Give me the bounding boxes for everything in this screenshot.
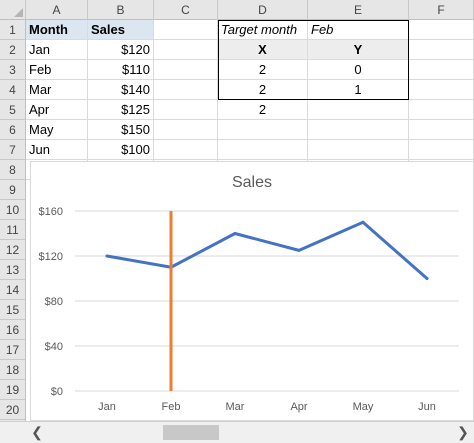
- x-tick-label: Feb: [162, 401, 181, 413]
- select-all-corner[interactable]: [0, 0, 26, 20]
- cell-c7[interactable]: [154, 140, 218, 160]
- row-header-18[interactable]: 18: [0, 360, 26, 380]
- row-header-7[interactable]: 7: [0, 140, 26, 160]
- cell-a2[interactable]: Jan: [26, 40, 88, 60]
- row-header-14[interactable]: 14: [0, 280, 26, 300]
- cell-c2[interactable]: [154, 40, 218, 60]
- cell-b4[interactable]: $140: [88, 80, 154, 100]
- cell-e1[interactable]: Feb: [308, 20, 409, 40]
- cell-c3[interactable]: [154, 60, 218, 80]
- cell-f2[interactable]: [409, 40, 474, 60]
- cell-d3[interactable]: 2: [218, 60, 308, 80]
- cell-d5[interactable]: 2: [218, 100, 308, 120]
- chevron-right-icon[interactable]: ❯: [457, 424, 469, 440]
- y-tick-label: $40: [45, 341, 63, 353]
- sales-series-line: [105, 220, 429, 280]
- chevron-left-icon[interactable]: ❮: [31, 424, 43, 440]
- column-header-e[interactable]: E: [308, 0, 409, 20]
- cell-c5[interactable]: [154, 100, 218, 120]
- column-header-d[interactable]: D: [218, 0, 308, 20]
- scrollbar-thumb[interactable]: [163, 425, 219, 440]
- cell-a3[interactable]: Feb: [26, 60, 88, 80]
- row-header-9[interactable]: 9: [0, 180, 26, 200]
- y-tick-label: $160: [39, 206, 63, 218]
- row-header-17[interactable]: 17: [0, 340, 26, 360]
- row-header-20[interactable]: 20: [0, 400, 26, 420]
- chart-title: Sales: [231, 174, 273, 191]
- cell-f4[interactable]: [409, 80, 474, 100]
- data-point: [233, 232, 237, 235]
- row-header-13[interactable]: 13: [0, 260, 26, 280]
- cell-d7[interactable]: [218, 140, 308, 160]
- cell-e2[interactable]: Y: [308, 40, 409, 60]
- cell-a5[interactable]: Apr: [26, 100, 88, 120]
- row-header-2[interactable]: 2: [0, 40, 26, 60]
- cell-d6[interactable]: [218, 120, 308, 140]
- cell-d1[interactable]: Target month: [218, 20, 308, 40]
- cell-a6[interactable]: May: [26, 120, 88, 140]
- cell-e4[interactable]: 1: [308, 80, 409, 100]
- y-tick-label: $80: [45, 296, 63, 308]
- row-header-8[interactable]: 8: [0, 160, 26, 180]
- row-header-19[interactable]: 19: [0, 380, 26, 400]
- cell-b3[interactable]: $110: [88, 60, 154, 80]
- cell-e5[interactable]: [308, 100, 409, 120]
- row-header-1[interactable]: 1: [0, 20, 26, 40]
- data-point: [425, 277, 429, 280]
- column-header-f[interactable]: F: [409, 0, 474, 20]
- row-header-6[interactable]: 6: [0, 120, 26, 140]
- cell-b7[interactable]: $100: [88, 140, 154, 160]
- x-tick-label: Mar: [226, 401, 245, 413]
- cell-b1[interactable]: Sales: [88, 20, 154, 40]
- column-header-b[interactable]: B: [88, 0, 154, 20]
- x-tick-label: Apr: [290, 401, 307, 413]
- cell-f7[interactable]: [409, 140, 474, 160]
- cell-e6[interactable]: [308, 120, 409, 140]
- cell-b2[interactable]: $120: [88, 40, 154, 60]
- row-header-3[interactable]: 3: [0, 60, 26, 80]
- cell-a4[interactable]: Mar: [26, 80, 88, 100]
- y-tick-label: $0: [51, 386, 63, 398]
- row-header-15[interactable]: 15: [0, 300, 26, 320]
- x-tick-label: Jun: [418, 401, 436, 413]
- data-point: [361, 220, 365, 224]
- cell-a1[interactable]: Month: [26, 20, 88, 40]
- data-point: [105, 254, 109, 258]
- row-header-10[interactable]: 10: [0, 200, 26, 220]
- cell-f3[interactable]: [409, 60, 474, 80]
- row-header-4[interactable]: 4: [0, 80, 26, 100]
- column-header-c[interactable]: C: [154, 0, 218, 20]
- row-header-5[interactable]: 5: [0, 100, 26, 120]
- cell-d2[interactable]: X: [218, 40, 308, 60]
- chart-plot: $0 $40 $80 $120 $160 Jan Feb Mar Apr May Jun: [39, 206, 459, 413]
- cell-c6[interactable]: [154, 120, 218, 140]
- sales-chart[interactable]: Sales $0 $40 $80 $120 $160 Jan Feb Mar Apr May Jun: [30, 161, 474, 421]
- data-point: [297, 248, 301, 252]
- cell-c4[interactable]: [154, 80, 218, 100]
- cell-e3[interactable]: 0: [308, 60, 409, 80]
- y-tick-label: $120: [39, 251, 63, 263]
- row-header-16[interactable]: 16: [0, 320, 26, 340]
- x-tick-label: May: [353, 401, 374, 413]
- horizontal-scrollbar[interactable]: ❮ ❯: [0, 421, 474, 443]
- cell-c1[interactable]: [154, 20, 218, 40]
- cell-e7[interactable]: [308, 140, 409, 160]
- cell-f1[interactable]: [409, 20, 474, 40]
- cell-f6[interactable]: [409, 120, 474, 140]
- row-header-11[interactable]: 11: [0, 220, 26, 240]
- x-tick-label: Jan: [98, 401, 116, 413]
- cell-b5[interactable]: $125: [88, 100, 154, 120]
- cell-f5[interactable]: [409, 100, 474, 120]
- cell-b6[interactable]: $150: [88, 120, 154, 140]
- row-header-12[interactable]: 12: [0, 240, 26, 260]
- column-header-a[interactable]: A: [26, 0, 88, 20]
- cell-d4[interactable]: 2: [218, 80, 308, 100]
- cell-a7[interactable]: Jun: [26, 140, 88, 160]
